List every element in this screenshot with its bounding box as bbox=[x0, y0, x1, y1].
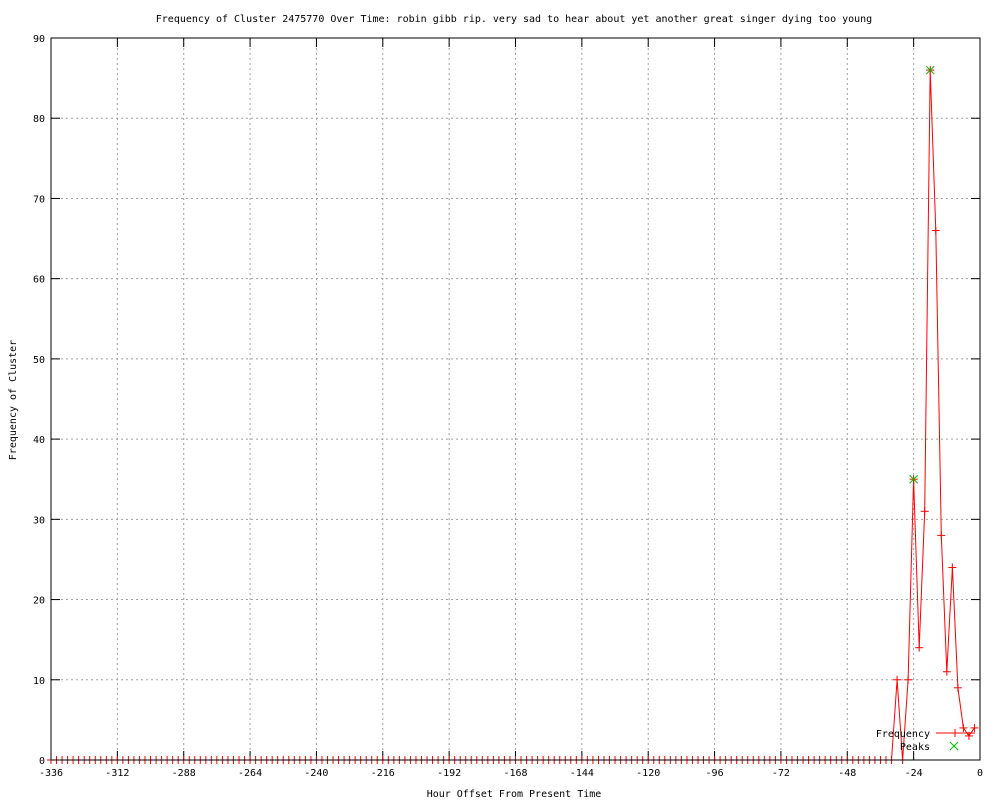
marker-d2 bbox=[925, 65, 935, 75]
y-tick-label: 80 bbox=[33, 114, 45, 125]
x-tick-label: -192 bbox=[437, 768, 461, 779]
x-tick-label: -336 bbox=[39, 768, 63, 779]
x-axis-label: Hour Offset From Present Time bbox=[427, 789, 602, 800]
y-tick-label: 90 bbox=[33, 34, 45, 45]
x-tick-label: -144 bbox=[570, 768, 594, 779]
y-tick-label: 50 bbox=[33, 355, 45, 366]
frequency-point bbox=[948, 563, 957, 572]
y-tick-label: 0 bbox=[39, 756, 45, 767]
frequency-point bbox=[931, 226, 940, 235]
chart-title: Frequency of Cluster 2475770 Over Time: … bbox=[156, 14, 872, 25]
y-tick-label: 10 bbox=[33, 676, 45, 687]
frequency-point bbox=[970, 723, 979, 732]
frequency-point bbox=[937, 531, 946, 540]
x-tick-label: -96 bbox=[706, 768, 724, 779]
legend-frequency-marker bbox=[951, 729, 959, 737]
x-tick-label: -288 bbox=[172, 768, 196, 779]
legend: Frequency Peaks bbox=[876, 729, 975, 753]
x-tick-label: -216 bbox=[371, 768, 395, 779]
x-tick-label: 0 bbox=[977, 768, 983, 779]
y-tick-label: 60 bbox=[33, 275, 45, 286]
x-tick-label: -24 bbox=[905, 768, 923, 779]
marker-d2 bbox=[949, 741, 959, 751]
x-tick-label: -240 bbox=[304, 768, 328, 779]
series bbox=[47, 65, 979, 764]
marker-d2 bbox=[909, 474, 918, 484]
grid bbox=[51, 38, 980, 760]
y-tick-label: 70 bbox=[33, 194, 45, 205]
x-tick-label: -48 bbox=[838, 768, 856, 779]
frequency-point bbox=[959, 723, 968, 732]
y-tick-label: 20 bbox=[33, 596, 45, 607]
legend-peaks-label: Peaks bbox=[900, 742, 930, 753]
frequency-point bbox=[904, 675, 913, 684]
peak-point bbox=[925, 65, 935, 75]
x-tick-label: -264 bbox=[238, 768, 262, 779]
y-tick-label: 40 bbox=[33, 435, 45, 446]
y-tick-label: 30 bbox=[33, 515, 45, 526]
frequency-point bbox=[942, 667, 951, 676]
frequency-point bbox=[953, 683, 962, 692]
legend-peaks-marker bbox=[949, 741, 959, 751]
plot-border bbox=[50, 37, 981, 761]
frequency-line bbox=[51, 70, 975, 761]
x-tick-label: -120 bbox=[636, 768, 660, 779]
frequency-point bbox=[920, 507, 929, 516]
y-axis-label: Frequency of Cluster bbox=[8, 340, 19, 460]
peak-point bbox=[909, 474, 918, 484]
frequency-point bbox=[893, 675, 902, 684]
frequency-point bbox=[915, 643, 924, 652]
x-tick-label: -72 bbox=[772, 768, 790, 779]
x-tick-label: -312 bbox=[105, 768, 129, 779]
ticks: -336 -312 -288 -264 -240 -216 -192 -168 -144 -120… bbox=[33, 34, 983, 779]
x-tick-label: -168 bbox=[503, 768, 527, 779]
legend-frequency-label: Frequency bbox=[876, 729, 930, 740]
